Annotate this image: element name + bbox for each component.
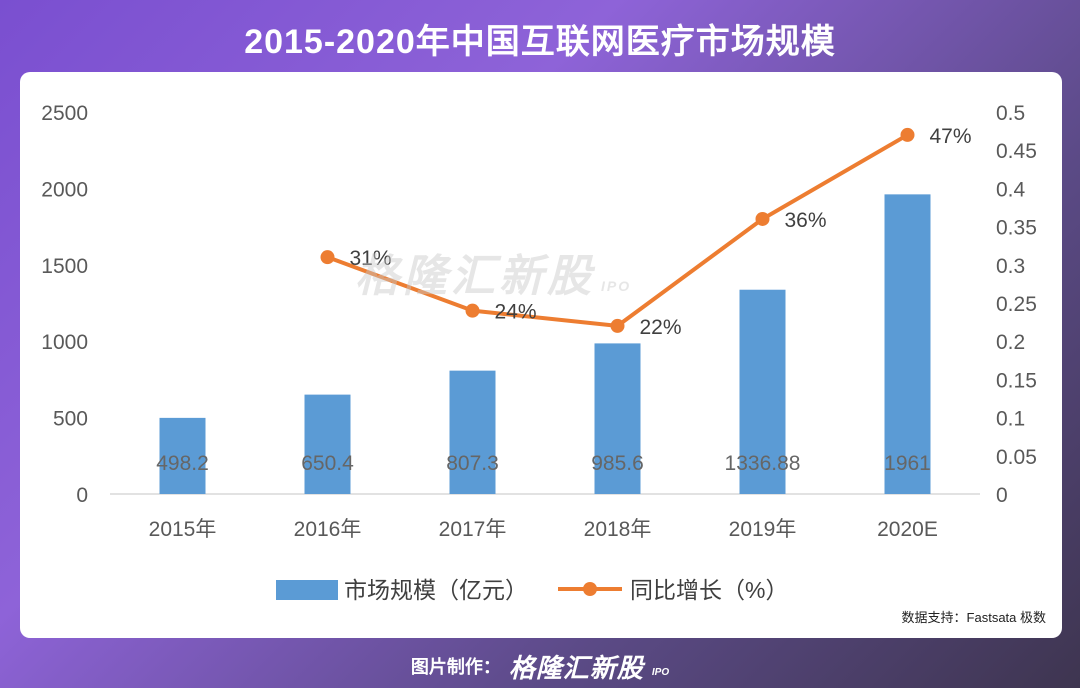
footer-brand-sub: IPO <box>651 666 670 678</box>
bar-value-label: 985.6 <box>591 452 644 475</box>
x-tick-label: 2015年 <box>149 518 217 541</box>
growth-value-label: 36% <box>785 209 827 232</box>
bar-value-label: 807.3 <box>446 452 499 475</box>
growth-value-label: 47% <box>930 125 972 148</box>
y-right-tick-label: 0.35 <box>996 217 1037 240</box>
y-right-tick-label: 0.5 <box>996 102 1025 125</box>
legend-line-marker <box>583 582 597 596</box>
combo-chart: 0 500 1000 1500 2000 2500 0 0.05 0.1 0.15 0.2 0.25 0… <box>41 102 1037 603</box>
y-left-tick-label: 2000 <box>41 178 88 201</box>
y-right-tick-label: 0.1 <box>996 408 1025 431</box>
source-note: 数据支持：Fastsata 极数 <box>901 610 1046 625</box>
growth-point <box>610 318 625 333</box>
y-right-tick-label: 0.15 <box>996 369 1037 392</box>
x-tick-label: 2017年 <box>439 518 507 541</box>
bar <box>594 343 641 494</box>
growth-value-label: 22% <box>640 316 682 339</box>
growth-value-label: 31% <box>350 247 392 270</box>
bar-value-label: 1336.88 <box>725 452 801 475</box>
chart-card: 0 500 1000 1500 2000 2500 0 0.05 0.1 0.15 0.2 0.25 0… <box>20 72 1062 638</box>
x-tick-label: 2018年 <box>584 518 652 541</box>
y-right-tick-label: 0.2 <box>996 331 1025 354</box>
footer: 图片制作： 格隆汇新股 IPO <box>0 644 1080 688</box>
bar <box>739 289 786 494</box>
growth-value-label: 24% <box>495 301 537 324</box>
y-right-tick-label: 0.05 <box>996 446 1037 469</box>
legend-bar-swatch <box>276 580 338 600</box>
y-right-tick-label: 0.45 <box>996 140 1037 163</box>
footer-label: 图片制作： <box>410 657 501 677</box>
y-left-tick-label: 1000 <box>41 331 88 354</box>
y-left-tick-label: 1500 <box>41 255 88 278</box>
y-right-tick-label: 0.25 <box>996 293 1037 316</box>
bar-value-label: 1961 <box>884 452 931 475</box>
legend-bar-label: 市场规模（亿元） <box>344 577 528 603</box>
y-left-tick-label: 0 <box>76 484 88 507</box>
bar <box>884 194 931 494</box>
bar <box>449 370 496 494</box>
y-right-tick-label: 0.4 <box>996 178 1026 201</box>
growth-point <box>755 211 770 226</box>
bar-value-label: 650.4 <box>301 452 354 475</box>
x-tick-label: 2020E <box>877 518 938 541</box>
y-right-tick-label: 0.3 <box>996 255 1025 278</box>
growth-point <box>465 303 480 318</box>
x-tick-label: 2016年 <box>294 518 362 541</box>
y-left-tick-label: 500 <box>53 408 88 431</box>
x-tick-label: 2019年 <box>729 518 797 541</box>
chart-title: 2015-2020年中国互联网医疗市场规模 <box>244 23 836 61</box>
bar <box>304 394 351 494</box>
y-right-tick-label: 0 <box>996 484 1008 507</box>
legend-line-label: 同比增长（%） <box>630 577 788 603</box>
y-left-tick-label: 2500 <box>41 102 88 125</box>
bar-value-label: 498.2 <box>156 452 209 475</box>
footer-brand-logo: 格隆汇新股 <box>508 652 644 683</box>
growth-point <box>900 127 915 142</box>
growth-point <box>320 250 335 265</box>
bar <box>159 417 206 494</box>
